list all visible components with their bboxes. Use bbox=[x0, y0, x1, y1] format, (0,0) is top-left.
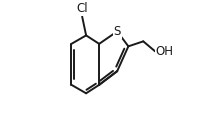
Text: S: S bbox=[113, 25, 121, 38]
Text: OH: OH bbox=[156, 45, 174, 58]
Text: Cl: Cl bbox=[76, 2, 88, 15]
